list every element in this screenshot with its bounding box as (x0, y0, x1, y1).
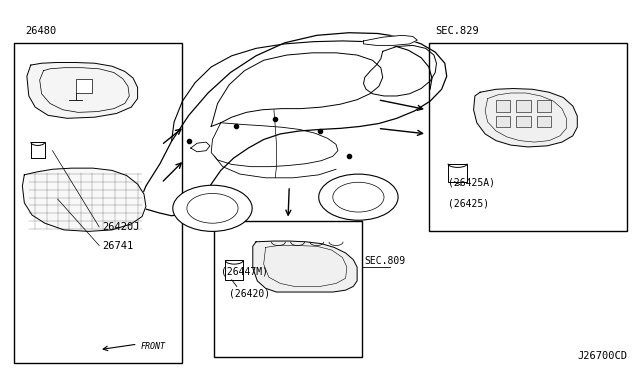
Text: (26420): (26420) (229, 289, 270, 299)
Bar (31, 142, 45, 158)
Bar (214, 221, 362, 357)
Bar (429, 43, 627, 231)
Text: J26700CD: J26700CD (577, 351, 627, 361)
Bar (537, 100, 551, 112)
Bar (537, 116, 551, 127)
Circle shape (173, 185, 252, 231)
Text: 26480: 26480 (26, 26, 57, 36)
Circle shape (319, 174, 398, 220)
Polygon shape (474, 89, 577, 147)
Polygon shape (22, 168, 146, 231)
Text: 26420J: 26420J (102, 222, 140, 232)
Bar (516, 100, 531, 112)
Polygon shape (364, 35, 417, 45)
Text: SEC.809: SEC.809 (365, 256, 406, 266)
Text: (26425): (26425) (448, 199, 489, 209)
Polygon shape (191, 142, 210, 152)
Text: FRONT: FRONT (141, 342, 166, 351)
Bar (496, 116, 510, 127)
Bar (496, 100, 510, 112)
Circle shape (187, 193, 238, 223)
Text: (26425A): (26425A) (448, 177, 495, 187)
Text: (26447M): (26447M) (221, 267, 268, 276)
Bar (14, 43, 182, 363)
Bar (225, 260, 243, 280)
Text: 26741: 26741 (102, 241, 134, 250)
Polygon shape (253, 241, 357, 292)
Polygon shape (27, 62, 138, 118)
Bar (516, 116, 531, 127)
Bar (76, 79, 92, 93)
Bar (448, 164, 467, 182)
Circle shape (333, 182, 384, 212)
Text: SEC.829: SEC.829 (435, 26, 479, 36)
